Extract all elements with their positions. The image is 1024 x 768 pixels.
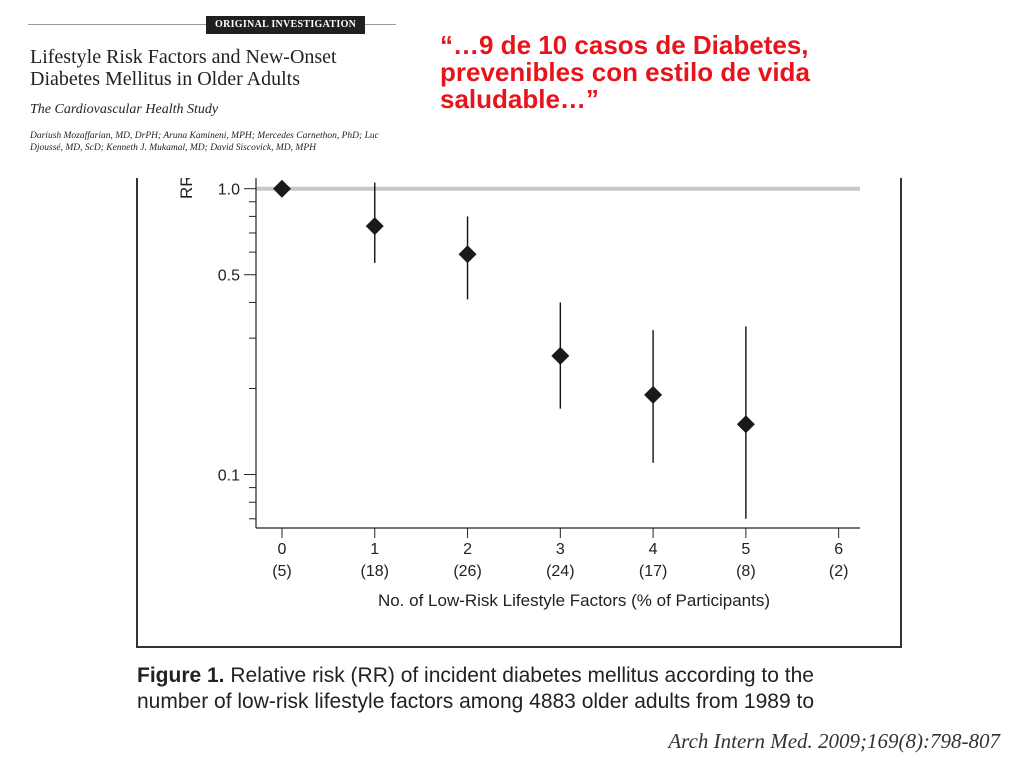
article-authors: Dariush Mozaffarian, MD, DrPH; Aruna Kam… <box>30 131 379 153</box>
x-tick-sublabel: (8) <box>736 563 756 580</box>
journal-citation: Arch Intern Med. 2009;169(8):798-807 <box>668 729 1000 753</box>
x-tick-sublabel: (5) <box>272 563 292 580</box>
y-tick-label: 1.0 <box>218 182 240 199</box>
x-tick-label: 4 <box>649 541 658 558</box>
figure-caption-label: Figure 1. <box>137 664 225 687</box>
x-tick-label: 2 <box>463 541 472 558</box>
x-tick-sublabel: (18) <box>361 563 389 580</box>
x-tick-sublabel: (26) <box>453 563 481 580</box>
article-title: Lifestyle Risk Factors and New-Onset Dia… <box>30 46 337 90</box>
rr-point <box>551 346 570 365</box>
figure-frame: 1.0 0.5 0.1 RR 0 (5) 1 (18) 2 (26) 3 (24) 4 (17) 5 (8) 6… <box>136 178 902 648</box>
x-tick-sublabel: (2) <box>829 563 849 580</box>
rr-point <box>365 217 384 236</box>
x-tick-label: 1 <box>370 541 379 558</box>
y-tick-label: 0.1 <box>218 468 240 485</box>
x-tick-label: 5 <box>741 541 750 558</box>
rr-point <box>458 245 477 264</box>
figure-caption-text: Relative risk (RR) of incident diabetes … <box>137 664 814 713</box>
x-tick-sublabel: (17) <box>639 563 667 580</box>
article-subtitle: The Cardiovascular Health Study <box>30 102 219 117</box>
x-tick-label: 0 <box>278 541 287 558</box>
x-tick-label: 3 <box>556 541 565 558</box>
x-tick-sublabel: (24) <box>546 563 574 580</box>
x-tick-label: 6 <box>834 541 843 558</box>
rr-point <box>736 415 755 434</box>
highlight-quote: “…9 de 10 casos de Diabetes, prevenibles… <box>440 30 810 114</box>
x-axis-label: No. of Low-Risk Lifestyle Factors (% of … <box>378 591 770 610</box>
rr-point <box>272 179 291 198</box>
rr-point <box>644 385 663 404</box>
rr-chart: 1.0 0.5 0.1 RR 0 (5) 1 (18) 2 (26) 3 (24) 4 (17) 5 (8) 6… <box>177 178 860 610</box>
section-tag: ORIGINAL INVESTIGATION <box>206 16 366 34</box>
y-tick-label: 0.5 <box>218 268 240 285</box>
y-axis-label: RR <box>177 178 196 199</box>
figure-caption: Figure 1. Relative risk (RR) of incident… <box>137 663 897 715</box>
